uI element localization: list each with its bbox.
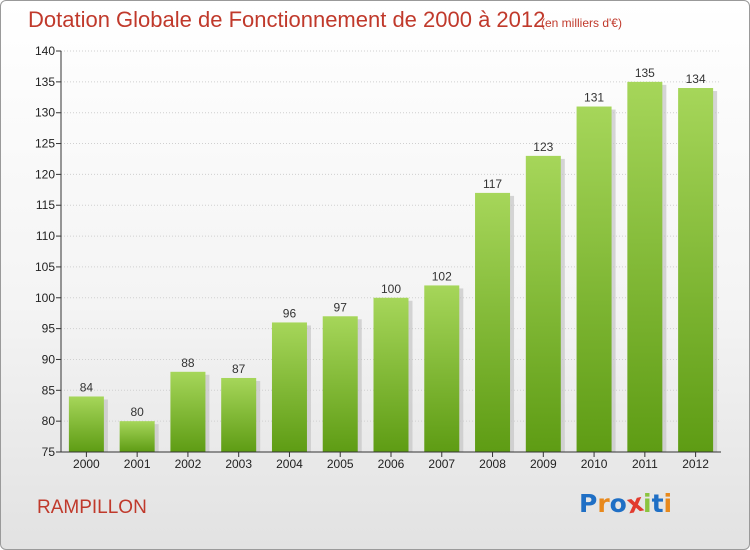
value-label: 87 [232, 362, 246, 376]
value-label: 123 [533, 140, 553, 154]
bar-2007 [424, 285, 460, 452]
logo-letter: P [579, 489, 598, 518]
bar-2004 [271, 322, 307, 452]
x-tick-label: 2004 [276, 457, 303, 471]
y-tick-label: 125 [35, 137, 55, 151]
bar-2005 [322, 316, 358, 452]
y-tick-label: 100 [35, 291, 55, 305]
logo-letter: i [643, 489, 652, 518]
y-tick-label: 75 [42, 445, 56, 459]
labels: 75 80 85 90 95 100 105 110 115 120 125 130 135 140 84 2… [35, 44, 709, 471]
x-tick-label: 2011 [632, 457, 658, 471]
value-label: 100 [381, 282, 401, 296]
bar-2008 [475, 192, 511, 452]
logo-letter: o [609, 489, 627, 518]
bar-2009 [525, 155, 561, 452]
x-tick-label: 2006 [378, 457, 405, 471]
bar-2011 [627, 81, 663, 452]
bar-2003 [221, 377, 257, 452]
logo-letter: i [663, 489, 673, 518]
y-tick-label: 140 [35, 44, 55, 58]
y-tick-label: 120 [35, 167, 55, 181]
axes [56, 50, 721, 457]
value-label: 131 [584, 91, 604, 105]
chart-title: Dotation Globale de Fonctionnement de 20… [28, 7, 546, 32]
y-tick-label: 95 [42, 322, 56, 336]
value-label: 88 [181, 356, 195, 370]
y-tick-label: 80 [42, 414, 56, 428]
value-label: 96 [283, 306, 297, 320]
x-tick-label: 2000 [73, 457, 100, 471]
value-label: 102 [432, 269, 452, 283]
x-tick-label: 2007 [428, 457, 455, 471]
y-tick-label: 130 [35, 106, 55, 120]
x-tick-label: 2012 [682, 457, 709, 471]
x-tick-label: 2003 [225, 457, 252, 471]
logo-letter: t [651, 489, 664, 518]
bar-2001 [119, 421, 155, 452]
x-tick-label: 2009 [530, 457, 557, 471]
bar-2002 [170, 371, 206, 452]
value-label: 84 [80, 380, 94, 394]
bar-2010 [576, 106, 612, 453]
value-label: 135 [635, 66, 655, 80]
x-tick-label: 2008 [479, 457, 506, 471]
y-tick-label: 85 [42, 383, 56, 397]
value-label: 134 [686, 72, 706, 86]
value-label: 97 [334, 300, 348, 314]
value-label: 117 [483, 177, 502, 191]
y-tick-label: 135 [35, 75, 55, 89]
x-tick-label: 2010 [581, 457, 608, 471]
x-tick-label: 2005 [327, 457, 354, 471]
bar-2000 [68, 396, 104, 452]
x-tick-label: 2002 [175, 457, 202, 471]
y-tick-label: 105 [35, 260, 55, 274]
chart-subtitle: (en milliers d'€) [541, 16, 622, 30]
logo-letter: r [597, 489, 610, 518]
bars [68, 81, 714, 453]
y-tick-label: 110 [36, 229, 55, 243]
bar-2006 [373, 297, 409, 452]
commune-name: RAMPILLON [37, 497, 147, 518]
y-tick-label: 90 [42, 352, 56, 366]
proxiti-logo: Proxiti [579, 488, 673, 520]
x-tick-label: 2001 [124, 457, 151, 471]
value-label: 80 [130, 405, 144, 419]
y-tick-label: 115 [36, 198, 55, 212]
bar-2012 [678, 88, 714, 452]
